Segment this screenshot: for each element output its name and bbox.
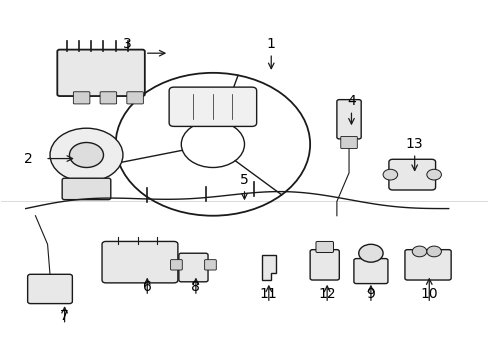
- FancyBboxPatch shape: [336, 100, 361, 139]
- FancyBboxPatch shape: [404, 249, 450, 280]
- Circle shape: [358, 244, 382, 262]
- Text: 12: 12: [318, 287, 335, 301]
- FancyBboxPatch shape: [169, 87, 256, 126]
- Text: 9: 9: [366, 287, 375, 301]
- FancyBboxPatch shape: [62, 178, 111, 200]
- Text: 7: 7: [60, 309, 69, 323]
- FancyBboxPatch shape: [28, 274, 72, 303]
- Text: 4: 4: [346, 94, 355, 108]
- Text: 8: 8: [191, 280, 200, 294]
- FancyBboxPatch shape: [179, 253, 207, 282]
- FancyBboxPatch shape: [388, 159, 435, 190]
- Circle shape: [426, 169, 441, 180]
- FancyBboxPatch shape: [204, 260, 216, 270]
- Text: 13: 13: [405, 137, 423, 151]
- Polygon shape: [261, 255, 276, 280]
- FancyBboxPatch shape: [353, 258, 387, 284]
- Text: 10: 10: [420, 287, 437, 301]
- FancyBboxPatch shape: [315, 242, 333, 252]
- FancyBboxPatch shape: [102, 242, 178, 283]
- Text: 1: 1: [266, 37, 275, 51]
- FancyBboxPatch shape: [340, 136, 357, 149]
- FancyBboxPatch shape: [170, 260, 182, 270]
- Text: 5: 5: [240, 173, 248, 187]
- Text: 2: 2: [24, 152, 32, 166]
- Text: 6: 6: [142, 280, 151, 294]
- Circle shape: [50, 128, 122, 182]
- Circle shape: [411, 246, 426, 257]
- FancyBboxPatch shape: [100, 92, 116, 104]
- Circle shape: [382, 169, 397, 180]
- FancyBboxPatch shape: [126, 92, 143, 104]
- Circle shape: [426, 246, 441, 257]
- Text: 3: 3: [123, 37, 132, 51]
- Circle shape: [69, 143, 103, 167]
- FancyBboxPatch shape: [57, 50, 144, 96]
- Text: 11: 11: [260, 287, 277, 301]
- FancyBboxPatch shape: [73, 92, 90, 104]
- FancyBboxPatch shape: [309, 249, 339, 280]
